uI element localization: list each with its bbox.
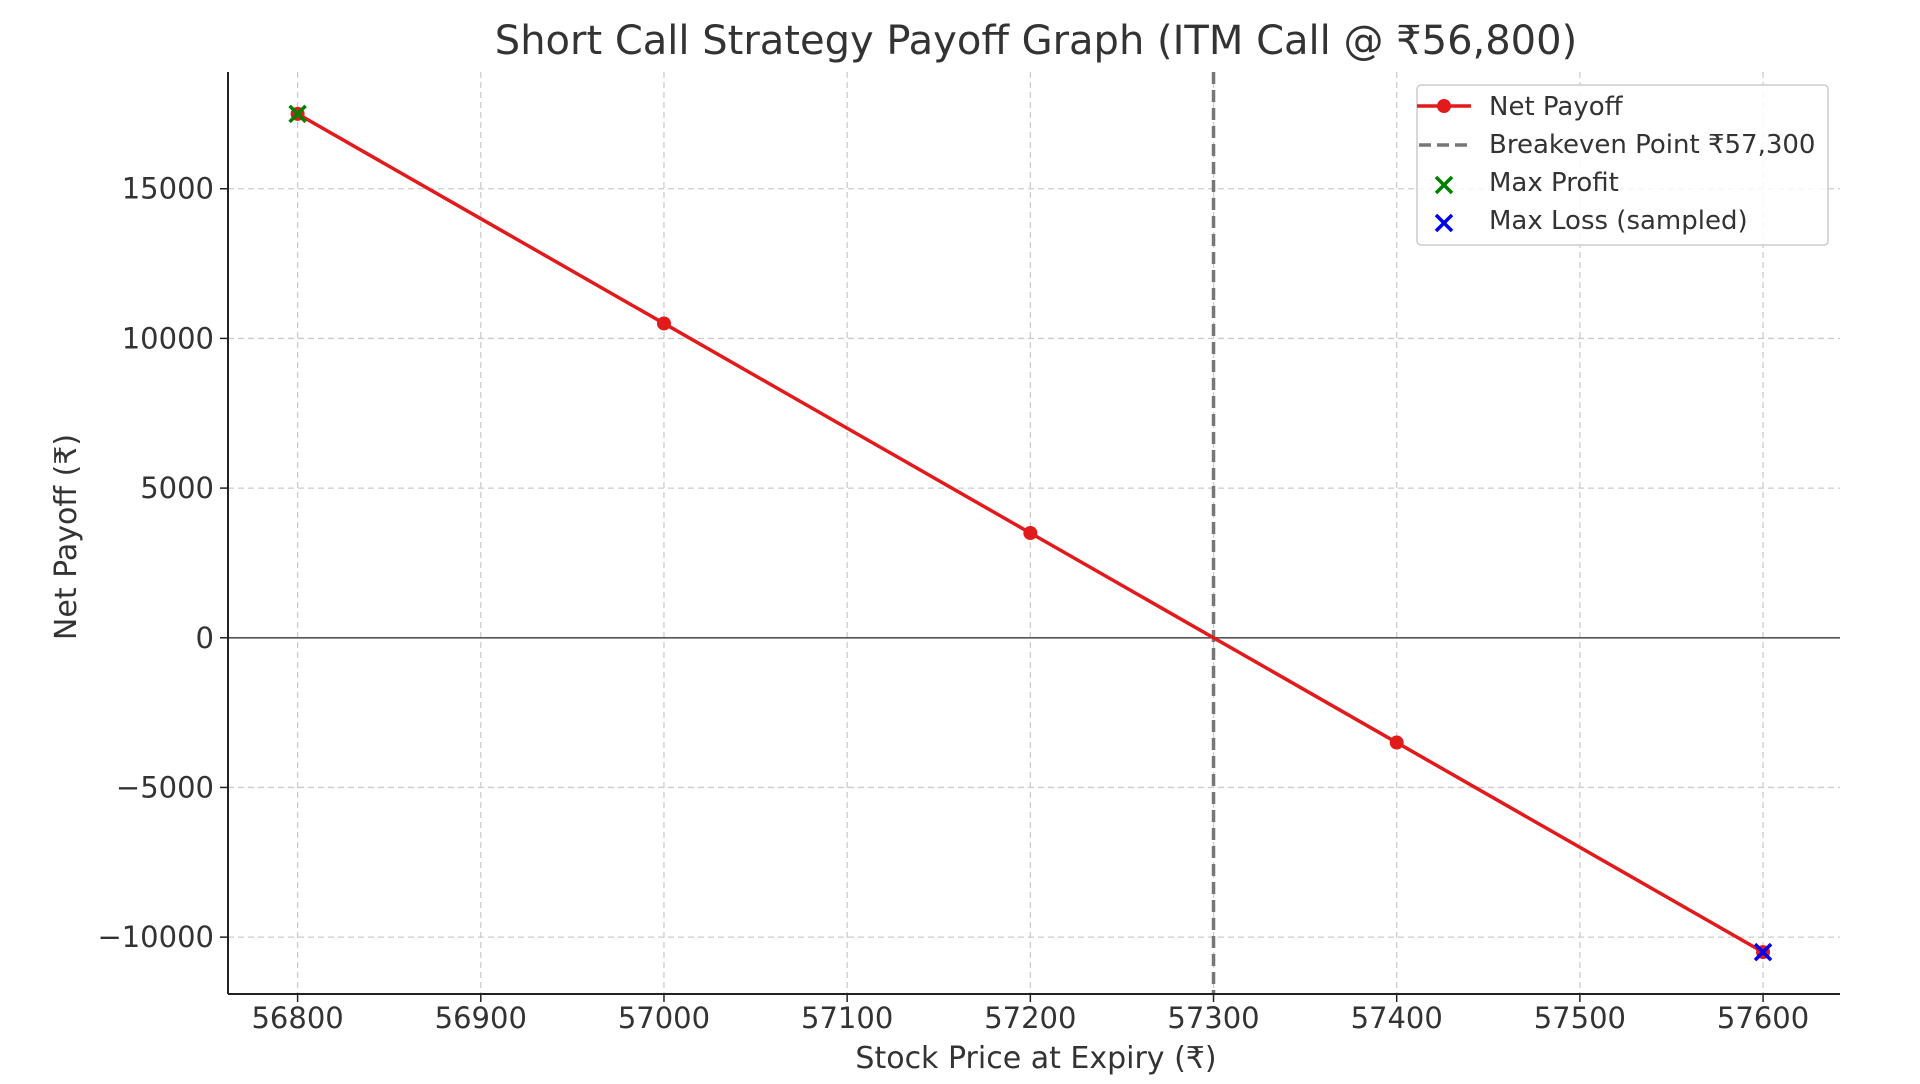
y-tick-label: 15000	[122, 172, 214, 206]
legend: Net Payoff Breakeven Point ₹57,300 Max P…	[1416, 84, 1829, 246]
y-tick-label: 0	[196, 621, 214, 655]
x-tick-label: 57100	[801, 1001, 893, 1035]
legend-max-profit-marker	[1434, 175, 1454, 195]
x-tick-label: 57200	[984, 1001, 1076, 1035]
max-profit-marker-stroke	[288, 104, 307, 124]
x-tick-label: 57000	[618, 1001, 710, 1035]
max-profit-marker	[288, 104, 307, 124]
y-axis-label: Net Payoff (₹)	[49, 434, 84, 640]
y-tick-label: −5000	[116, 770, 214, 804]
max-loss-marker	[1753, 942, 1773, 962]
y-tick-label: 5000	[140, 471, 214, 505]
marker-layer	[288, 104, 1773, 962]
x-tick-label: 57600	[1717, 1001, 1809, 1035]
x-tick-label: 56900	[435, 1001, 527, 1035]
legend-net-payoff-label: Net Payoff	[1489, 92, 1624, 122]
x-tick-label: 57400	[1351, 1001, 1443, 1035]
legend-max-profit-label: Max Profit	[1489, 168, 1619, 198]
legend-max-loss-marker	[1434, 213, 1454, 233]
tick-labels: 56800 56900 57000 57100 57200 57300 57400 57500…	[97, 172, 1809, 1035]
net-payoff-point	[1389, 735, 1404, 750]
legend-max-loss-label: Max Loss (sampled)	[1489, 206, 1748, 236]
x-tick-label: 57500	[1534, 1001, 1626, 1035]
legend-box	[1416, 84, 1829, 246]
y-tick-label: −10000	[97, 920, 214, 954]
chart-title: Short Call Strategy Payoff Graph (ITM Ca…	[495, 18, 1577, 64]
net-payoff-point	[1023, 526, 1038, 540]
max-loss-marker-stroke	[1753, 942, 1773, 962]
x-tick-label: 56800	[251, 1001, 343, 1035]
axes	[220, 72, 1840, 1002]
legend-net-payoff-dot	[1437, 99, 1451, 113]
y-tick-label: 10000	[122, 321, 214, 355]
legend-breakeven-label: Breakeven Point ₹57,300	[1489, 130, 1815, 160]
x-axis-label: Stock Price at Expiry (₹)	[855, 1041, 1216, 1076]
x-tick-label: 57300	[1167, 1001, 1259, 1035]
net-payoff-point	[656, 316, 671, 331]
